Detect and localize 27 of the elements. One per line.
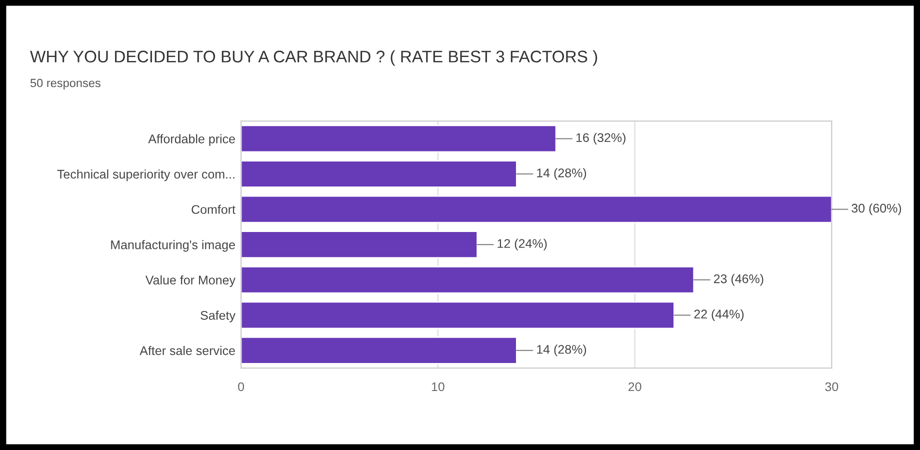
bar [241, 301, 675, 330]
bar [241, 336, 518, 364]
bar [241, 124, 557, 153]
text: 50 responses [30, 78, 100, 90]
data-label: 23 (46%) [714, 274, 764, 286]
y-tick-label: Technical superiority over com... [57, 169, 234, 182]
data-label: 12 (24%) [498, 238, 547, 250]
bar [241, 230, 478, 259]
chart-title: WHY YOU DECIDED TO BUY A CAR BRAND ? ( RATE BEST 3 FACTORS ) [30, 50, 598, 66]
data-label: 30 (60%) [852, 203, 902, 216]
data-label: 14 (28%) [537, 344, 586, 356]
bar [241, 266, 695, 294]
data-label: 14 (28%) [537, 168, 586, 180]
y-tick-label: After sale service [140, 346, 235, 356]
y-tick-label: Manufacturing's image [111, 240, 235, 252]
x-tick-label: 10 [432, 382, 444, 392]
y-tick-label: Value for Money [145, 275, 236, 287]
x-tick-label: 20 [628, 382, 642, 392]
bar [241, 195, 832, 224]
bar [241, 160, 518, 188]
x-tick-label: 0 [238, 382, 244, 392]
y-tick-label: Safety [200, 310, 236, 322]
x-tick-label: 30 [825, 382, 838, 392]
data-label: 22 (44%) [694, 309, 744, 321]
data-label: 16 (32%) [576, 132, 626, 145]
y-tick-label: Affordable price [148, 134, 235, 146]
y-tick-label: Comfort [192, 204, 236, 214]
